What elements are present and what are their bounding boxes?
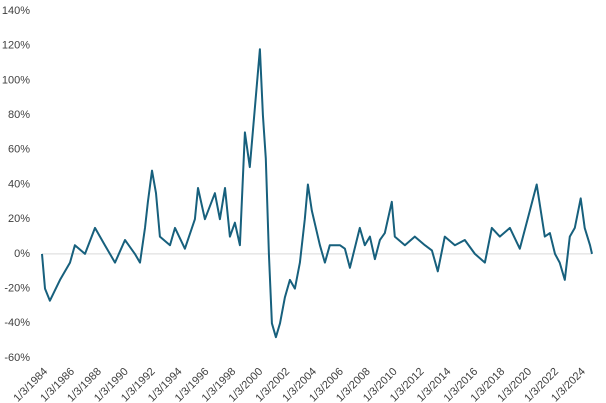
y-tick-label: 20% bbox=[8, 213, 30, 225]
y-tick-label: -40% bbox=[4, 317, 30, 329]
y-tick-label: 120% bbox=[2, 40, 30, 52]
y-tick-label: -20% bbox=[4, 283, 30, 295]
y-tick-label: 60% bbox=[8, 144, 30, 156]
y-tick-label: 140% bbox=[2, 5, 30, 17]
data-line bbox=[41, 48, 593, 339]
y-tick-label: -60% bbox=[4, 352, 30, 364]
y-tick-label: 80% bbox=[8, 109, 30, 121]
y-tick-label: 0% bbox=[14, 248, 30, 260]
y-tick-label: 100% bbox=[2, 74, 30, 86]
y-tick-label: 40% bbox=[8, 178, 30, 190]
